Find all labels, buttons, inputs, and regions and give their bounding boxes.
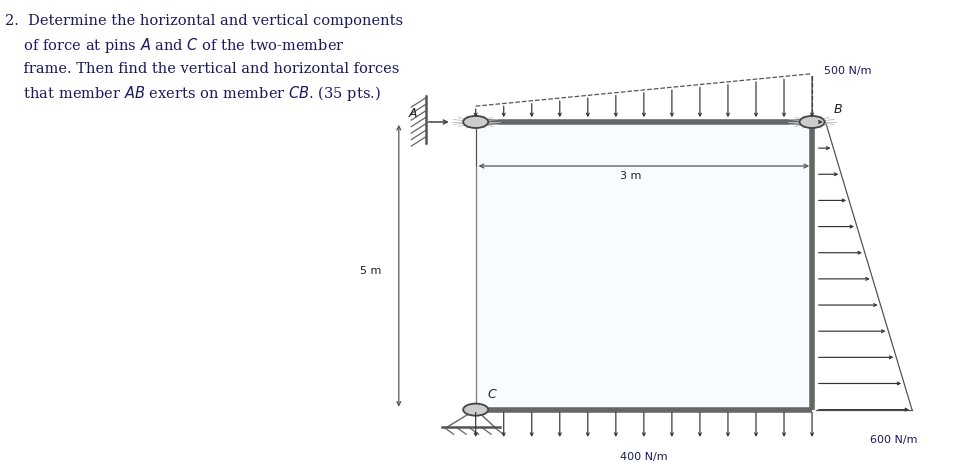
Text: $A$: $A$ [408, 107, 418, 120]
Text: 5 m: 5 m [360, 265, 382, 275]
Text: $C$: $C$ [487, 387, 498, 400]
Circle shape [463, 404, 488, 416]
Text: $B$: $B$ [833, 102, 843, 115]
Text: 500 N/m: 500 N/m [824, 65, 871, 75]
Text: 2.  Determine the horizontal and vertical components
    of force at pins $A$ an: 2. Determine the horizontal and vertical… [5, 14, 403, 103]
FancyBboxPatch shape [476, 123, 812, 410]
Text: 600 N/m: 600 N/m [870, 434, 917, 444]
Text: 400 N/m: 400 N/m [620, 451, 668, 461]
Circle shape [800, 117, 825, 129]
Circle shape [463, 117, 488, 129]
Text: 3 m: 3 m [620, 170, 641, 180]
